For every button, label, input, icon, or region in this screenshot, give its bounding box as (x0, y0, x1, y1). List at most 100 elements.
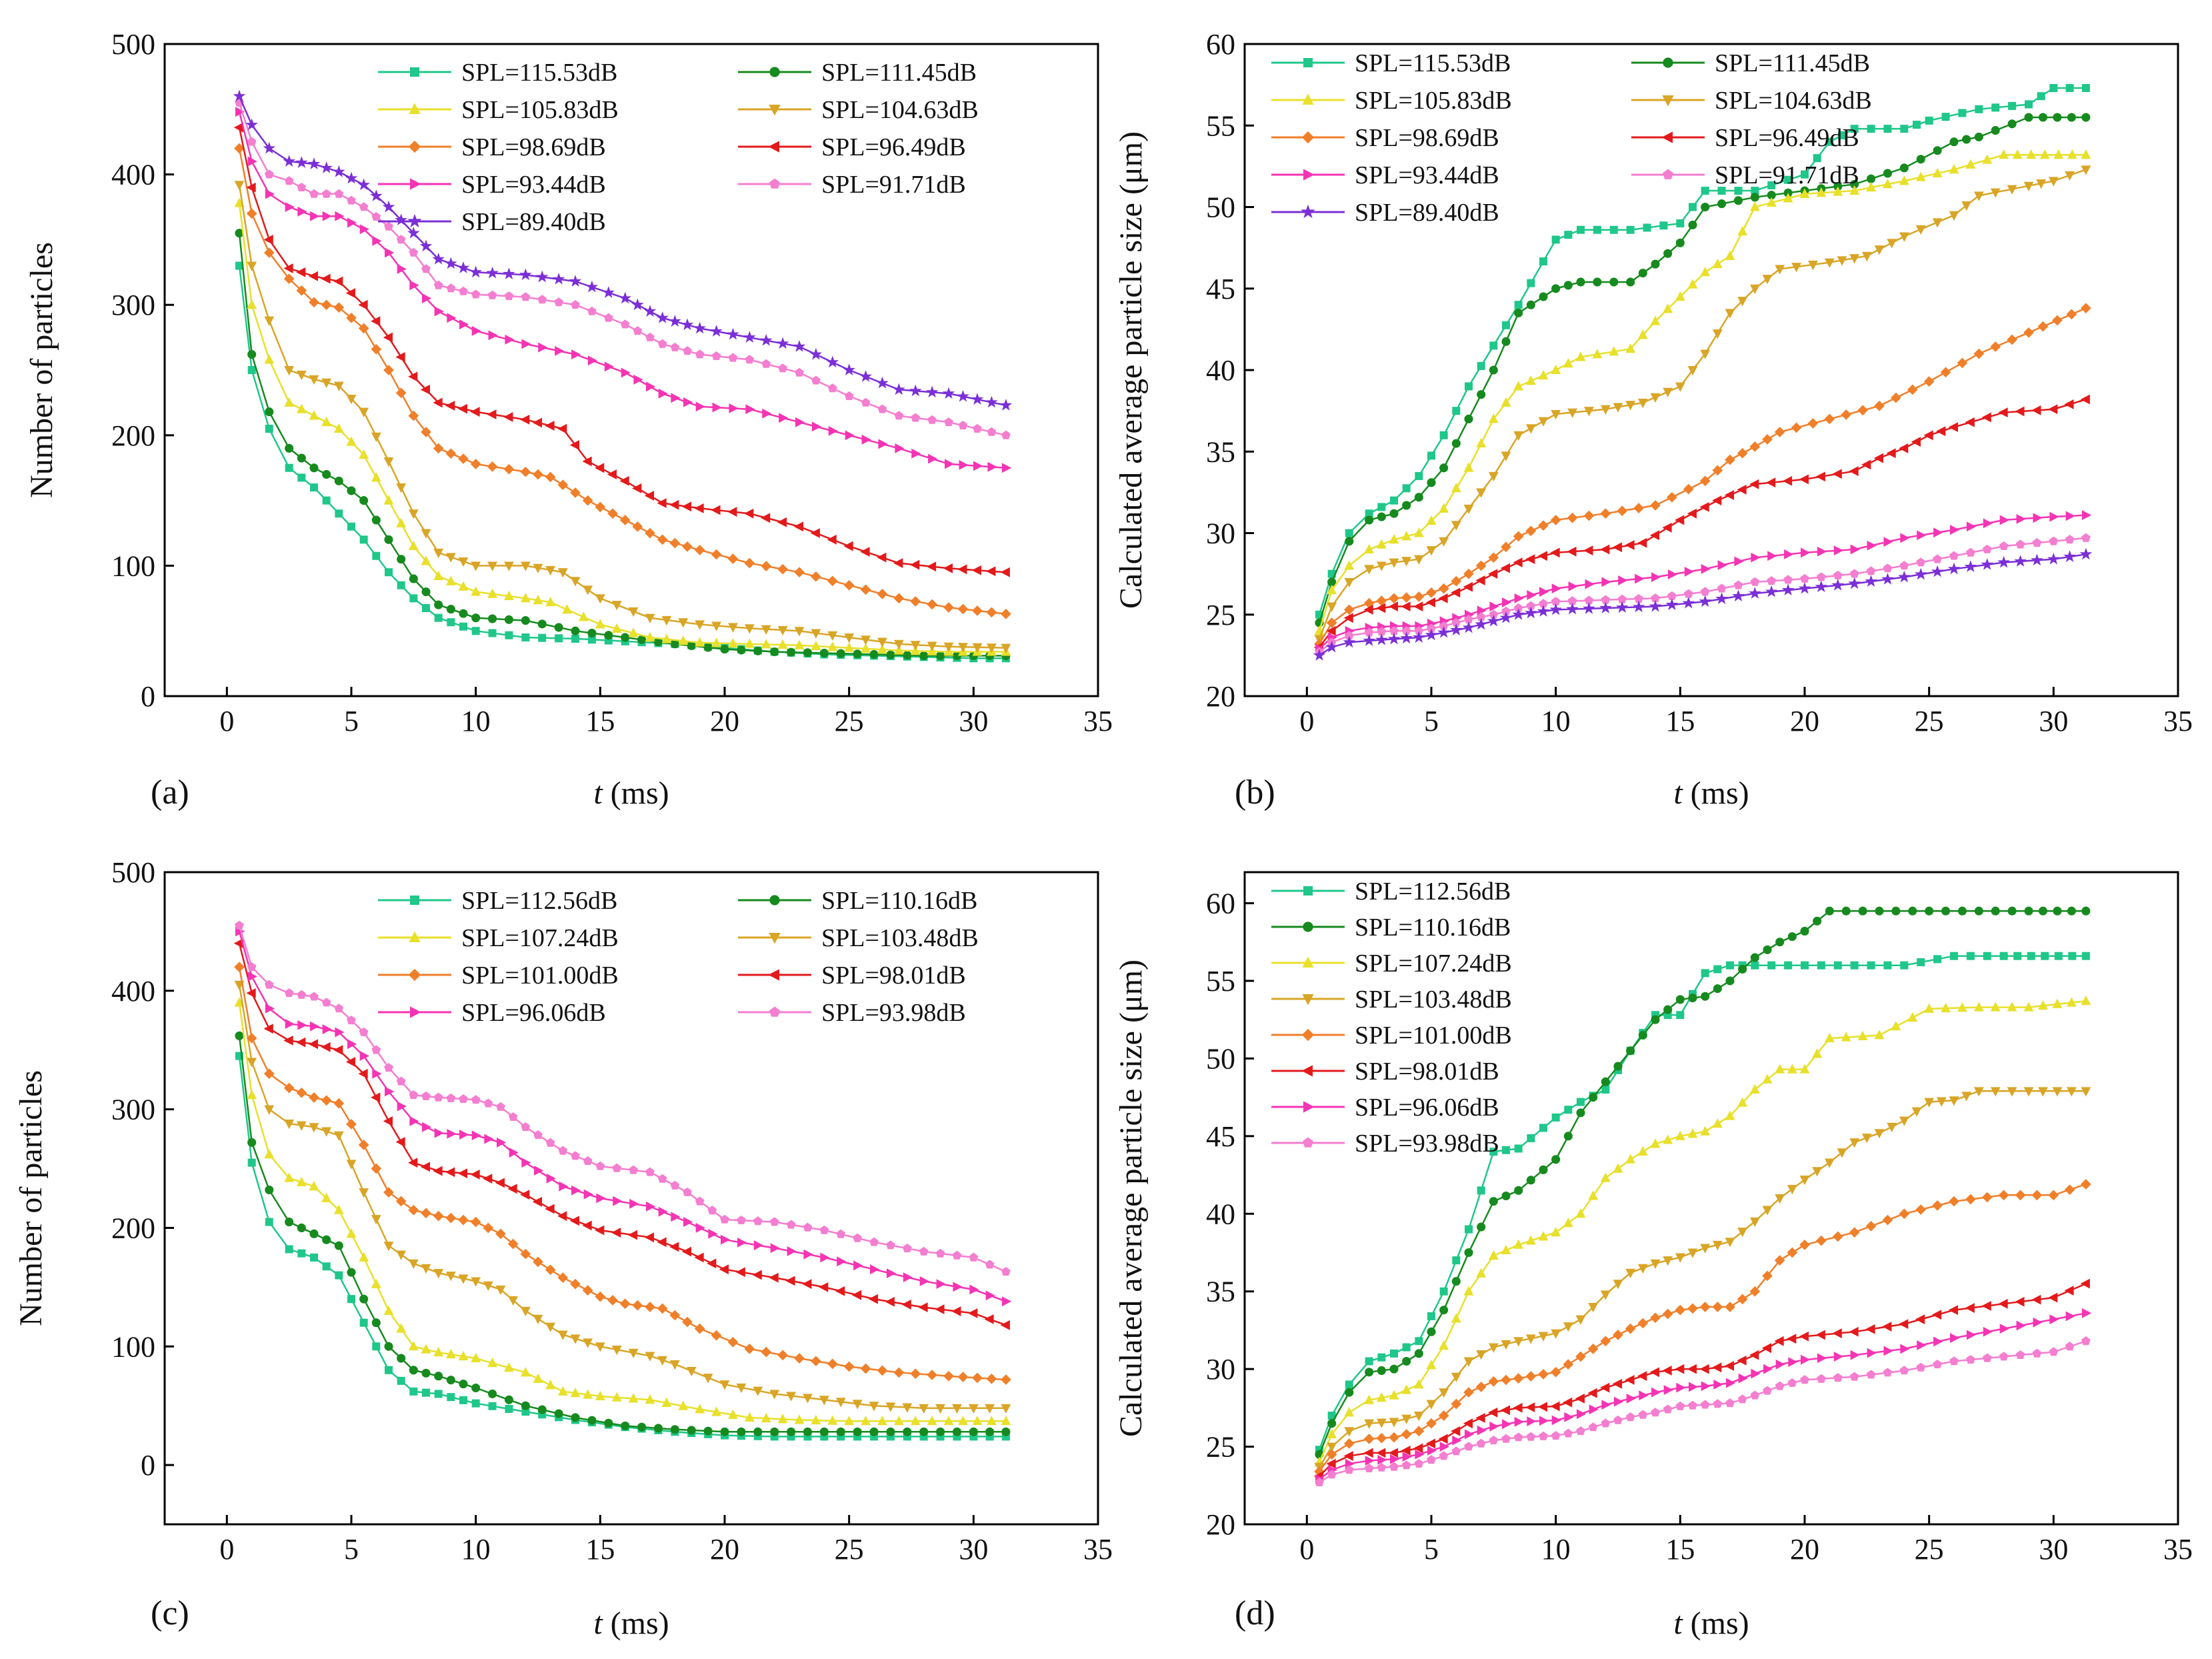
data-point-b-5-23 (1625, 540, 1635, 550)
data-point-c-4-26 (570, 1278, 581, 1290)
data-point-c-3-19 (483, 1281, 493, 1291)
data-point-b-1-11 (1464, 414, 1473, 423)
data-point-d-4-31 (1712, 1302, 1723, 1312)
data-point-d-5-43 (1882, 1322, 1892, 1332)
data-point-c-5-37 (719, 1264, 729, 1275)
data-point-b-0-29 (1717, 187, 1726, 195)
data-point-a-2-24 (562, 604, 572, 614)
data-point-d-1-28 (1675, 995, 1685, 1004)
legend-entry-d-0: SPL=112.56dB (1271, 878, 1511, 906)
data-point-c-7-10 (371, 1045, 381, 1054)
data-point-a-6-2 (265, 189, 275, 199)
data-point-a-5-3 (283, 263, 293, 273)
data-point-b-1-31 (1733, 196, 1743, 205)
data-point-b-6-44 (1983, 518, 1993, 529)
data-point-b-2-11 (1463, 462, 1474, 472)
data-point-d-2-46 (1924, 1003, 1935, 1013)
data-point-d-1-27 (1663, 1005, 1673, 1014)
data-point-c-5-46 (868, 1294, 878, 1304)
data-point-c-7-16 (446, 1093, 456, 1102)
data-point-a-8-10 (370, 189, 383, 201)
data-point-c-0-7 (335, 1271, 343, 1280)
data-point-a-3-35 (728, 623, 738, 633)
series-c-1 (235, 1031, 1011, 1436)
data-point-b-4-10 (1451, 575, 1462, 587)
data-point-d-5-6 (1401, 1445, 1411, 1456)
data-point-d-0-14 (1502, 1146, 1510, 1154)
series-b-7 (1315, 533, 2091, 656)
data-point-b-2-17 (1538, 369, 1549, 380)
data-point-c-4-46 (860, 1363, 871, 1374)
data-point-b-8-1 (1325, 640, 1338, 653)
data-point-d-7-41 (1849, 1372, 1859, 1381)
data-point-a-0-19 (488, 629, 497, 637)
data-point-a-7-31 (670, 342, 680, 351)
data-point-b-3-14 (1501, 451, 1511, 461)
x-tick-label-d-2: 10 (1541, 1533, 1571, 1566)
data-point-d-7-20 (1576, 1426, 1585, 1436)
x-tick-label-a-2: 10 (461, 705, 491, 737)
data-point-b-3-19 (1567, 408, 1577, 418)
data-point-b-2-10 (1451, 483, 1461, 493)
data-point-d-5-23 (1612, 1378, 1622, 1389)
data-point-b-5-46 (1936, 426, 1946, 437)
data-point-c-6-33 (671, 1212, 681, 1222)
legend-label-d-4: SPL=101.00dB (1355, 1022, 1512, 1050)
data-point-a-5-18 (470, 407, 480, 417)
data-point-c-1-11 (384, 1342, 393, 1351)
data-point-a-4-16 (445, 448, 457, 459)
legend-swatch-marker-a-4 (408, 140, 421, 153)
data-point-b-3-22 (1613, 403, 1623, 413)
x-tick-label-a-3: 15 (585, 705, 615, 737)
data-point-d-6-41 (1850, 1350, 1860, 1360)
data-point-a-1-45 (919, 651, 929, 660)
data-point-a-1-1 (247, 349, 257, 359)
data-point-c-3-12 (396, 1250, 407, 1260)
data-point-b-4-26 (1683, 483, 1694, 495)
data-point-c-2-21 (520, 1367, 531, 1377)
y-tick-label-d-0: 20 (1206, 1508, 1235, 1541)
data-point-a-4-4 (296, 285, 307, 296)
data-point-d-1-29 (1688, 994, 1697, 1003)
data-point-c-3-1 (247, 1058, 257, 1068)
data-point-d-1-8 (1427, 1327, 1436, 1336)
data-point-d-2-47 (1941, 1002, 1951, 1013)
data-point-a-8-38 (776, 337, 789, 349)
y-tick-label-c-1: 100 (111, 1330, 155, 1363)
data-point-a-6-7 (335, 211, 345, 221)
data-point-d-0-32 (1726, 961, 1734, 970)
data-point-c-3-2 (264, 1105, 275, 1115)
data-point-a-5-27 (595, 463, 605, 473)
data-point-a-6-49 (959, 459, 969, 470)
data-point-d-7-25 (1638, 1410, 1648, 1419)
data-point-d-3-20 (1575, 1315, 1586, 1325)
data-point-d-3-36 (1775, 1194, 1785, 1204)
data-point-d-3-37 (1787, 1185, 1797, 1195)
data-point-b-1-28 (1688, 220, 1697, 229)
data-point-b-1-40 (1883, 169, 1892, 178)
data-point-b-8-35 (1831, 578, 1845, 591)
legend-swatch-marker-b-3 (1662, 95, 1674, 107)
legend-swatch-marker-d-7 (1303, 1137, 1313, 1148)
data-point-b-3-43 (1887, 239, 1897, 249)
data-point-d-2-2 (1344, 1407, 1355, 1417)
data-point-c-3-52 (985, 1404, 995, 1414)
data-point-d-0-30 (1701, 969, 1709, 978)
data-point-a-4-18 (470, 458, 481, 469)
data-point-a-2-7 (333, 423, 344, 433)
data-point-b-2-46 (1965, 159, 1976, 169)
y-tick-label-b-8: 60 (1206, 28, 1235, 61)
data-point-b-5-29 (1699, 501, 1709, 512)
data-point-b-5-15 (1513, 557, 1523, 567)
data-point-d-2-3 (1364, 1394, 1375, 1404)
data-point-b-0-43 (1925, 116, 1933, 125)
data-point-d-5-40 (1832, 1328, 1842, 1339)
data-point-a-6-33 (695, 401, 705, 412)
data-point-a-6-36 (745, 404, 755, 415)
data-point-b-2-15 (1513, 381, 1524, 391)
legend-label-a-8: SPL=89.40dB (461, 208, 606, 236)
data-point-a-4-49 (927, 599, 937, 610)
data-point-c-3-34 (686, 1367, 697, 1377)
data-point-a-4-20 (503, 463, 515, 475)
data-point-c-2-32 (678, 1400, 689, 1410)
